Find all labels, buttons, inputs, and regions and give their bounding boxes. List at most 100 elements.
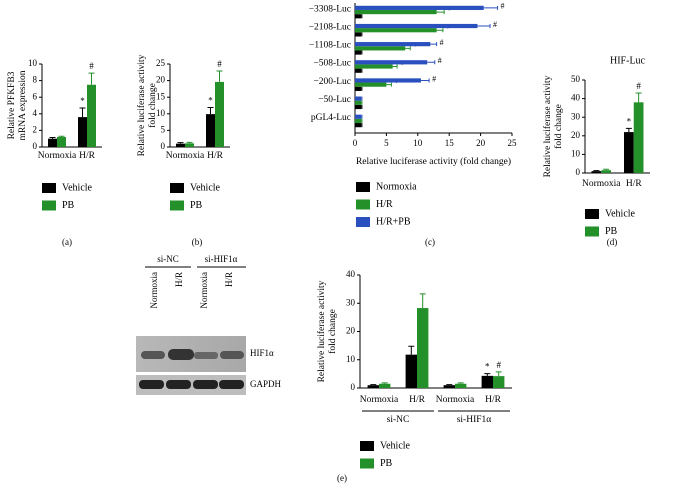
bar — [355, 14, 362, 19]
group-label: si-NC — [387, 415, 410, 425]
x-tick-label: H/R — [626, 179, 643, 189]
bar — [215, 81, 224, 147]
y-tick-label: 6 — [33, 91, 38, 101]
significance-mark: # — [432, 74, 436, 83]
error-bar — [177, 142, 184, 144]
significance-mark: # — [217, 59, 222, 69]
bar — [87, 84, 96, 147]
y-tick-label: 40 — [571, 93, 581, 103]
error-bar — [49, 136, 56, 139]
y-tick-label: 0 — [33, 141, 38, 151]
bar — [355, 5, 484, 10]
x-tick-label: H/R — [207, 151, 224, 161]
error-bar — [635, 92, 642, 103]
y-axis-label: Relative luciferase activity — [542, 75, 553, 177]
bar — [355, 60, 428, 65]
error-bar — [436, 28, 444, 33]
bar — [367, 385, 379, 388]
significance-mark: # — [493, 20, 497, 29]
error-bar — [408, 345, 415, 355]
bar — [355, 82, 387, 87]
bar — [633, 102, 644, 173]
error-bar — [430, 42, 438, 47]
error-bar — [207, 106, 214, 115]
significance-mark: * — [627, 116, 632, 126]
x-tick-label: Normoxia — [38, 151, 77, 161]
error-bar — [361, 104, 363, 109]
significance-mark: * — [413, 42, 417, 51]
bar — [355, 100, 362, 105]
significance-mark: * — [208, 96, 213, 106]
error-bar — [186, 141, 193, 144]
significance-mark: * — [394, 78, 398, 87]
bar — [493, 376, 505, 388]
y-axis-label: fold change — [147, 83, 158, 128]
y-tick-label: 20 — [346, 326, 356, 336]
blot-band — [219, 380, 244, 389]
legend-swatch — [42, 200, 56, 211]
blot-band — [166, 380, 191, 389]
y-tick-label: −200-Luc — [313, 77, 351, 87]
error-bar — [625, 127, 632, 133]
bar — [355, 9, 437, 15]
panel-label: (a) — [62, 237, 72, 247]
x-tick-label: Normoxia — [582, 179, 621, 189]
bar — [355, 86, 362, 91]
error-bar — [405, 46, 411, 51]
error-bar — [361, 32, 363, 37]
y-tick-label: 5 — [161, 124, 166, 134]
blot-band — [194, 352, 218, 359]
y-axis-label: Relative PFKFB3 — [7, 71, 17, 139]
blot-band-label: HIF1α — [250, 348, 274, 358]
bar — [355, 46, 406, 51]
significance-mark: # — [496, 360, 501, 370]
x-tick-label: Normoxia — [436, 395, 475, 405]
panel-label: (b) — [192, 237, 203, 247]
error-bar — [483, 5, 499, 10]
blot-lane: H/R — [174, 272, 184, 287]
y-tick-label: −50-Luc — [318, 95, 351, 105]
y-tick-label: 20 — [156, 75, 166, 85]
y-tick-label: 10 — [156, 108, 166, 118]
y-tick-label: 30 — [571, 111, 581, 121]
significance-mark: * — [400, 60, 404, 69]
significance-mark: * — [485, 362, 490, 372]
x-tick-label: 15 — [445, 138, 455, 148]
blot-group: si-NC — [157, 254, 179, 264]
error-bar — [361, 100, 363, 105]
error-bar — [361, 68, 363, 73]
bar — [78, 117, 87, 147]
blot-band — [141, 351, 165, 359]
bar — [355, 123, 362, 128]
y-tick-label: 10 — [28, 58, 38, 68]
bar — [355, 118, 362, 124]
y-tick-label: −1108-Luc — [309, 41, 351, 51]
bar — [206, 114, 215, 147]
legend-label: PB — [605, 226, 618, 237]
group-label: si-HIF1α — [457, 415, 492, 425]
error-bar — [457, 382, 464, 384]
error-bar — [361, 86, 363, 91]
x-tick-label: H/R — [485, 395, 502, 405]
bar — [48, 138, 57, 147]
x-tick-label: 5 — [384, 138, 389, 148]
legend-swatch — [360, 458, 374, 469]
blot-lane: H/R — [224, 272, 234, 287]
bar — [355, 32, 362, 37]
western-blot: si-NC si-HIF1α Normoxia H/R Normoxia H/R… — [136, 254, 282, 395]
bar — [405, 354, 417, 388]
bar — [355, 68, 362, 73]
significance-mark: # — [440, 38, 444, 47]
chart-title: HIF-Luc — [610, 55, 646, 66]
blot-group: si-HIF1α — [205, 254, 238, 264]
bar — [417, 308, 429, 388]
y-tick-label: 4 — [33, 108, 38, 118]
y-tick-label: 30 — [346, 297, 356, 307]
error-bar — [477, 24, 491, 29]
panel-label: (d) — [607, 237, 618, 247]
blot-band — [168, 349, 194, 360]
x-tick-label: 20 — [476, 138, 486, 148]
legend-swatch — [356, 182, 370, 192]
significance-mark: # — [438, 56, 442, 65]
